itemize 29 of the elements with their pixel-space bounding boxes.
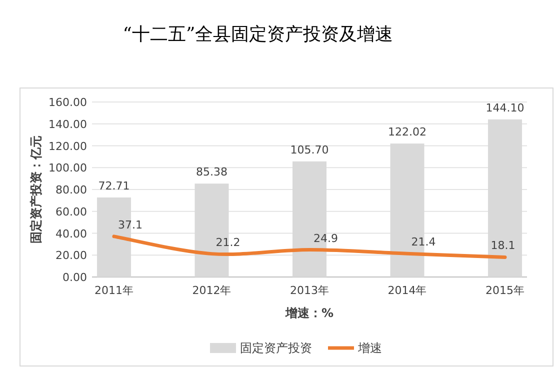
data-label: 105.70 <box>290 143 329 156</box>
y-tick-label: 80.00 <box>56 184 87 196</box>
data-label: 144.10 <box>486 101 524 114</box>
y-tick-label: 60.00 <box>56 205 87 218</box>
y-tick-label: 0.00 <box>62 271 87 284</box>
data-label: 85.38 <box>196 166 228 179</box>
x-tick-label: 2011年 <box>94 284 134 297</box>
data-label: 21.2 <box>216 236 240 249</box>
y-tick-label: 140.00 <box>48 118 87 131</box>
legend-label: 固定资产投资 <box>240 341 312 355</box>
data-label: 37.1 <box>118 218 142 232</box>
y-tick-label: 40.00 <box>56 227 87 240</box>
y-tick-label: 20.00 <box>56 249 87 262</box>
y-tick-label: 160.00 <box>48 96 87 109</box>
x-axis-title: 增速：% <box>284 306 334 320</box>
y-tick-label: 100.00 <box>48 162 87 175</box>
x-tick-label: 2013年 <box>290 284 329 297</box>
legend-label: 增速 <box>357 341 382 355</box>
data-label: 72.71 <box>98 179 130 192</box>
data-label: 18.1 <box>490 239 516 252</box>
chart-title: “十二五”全县固定资产投资及增速 <box>122 24 394 45</box>
data-label: 24.9 <box>314 232 338 245</box>
y-tick-label: 120.00 <box>48 140 87 153</box>
x-tick-label: 2015年 <box>486 284 524 297</box>
x-tick-label: 2014年 <box>388 284 427 297</box>
y-axis-title: 固定资产投资：亿元 <box>29 136 43 244</box>
x-tick-label: 2012年 <box>192 284 232 297</box>
data-label: 122.02 <box>388 126 426 139</box>
data-label: 21.4 <box>411 236 436 249</box>
